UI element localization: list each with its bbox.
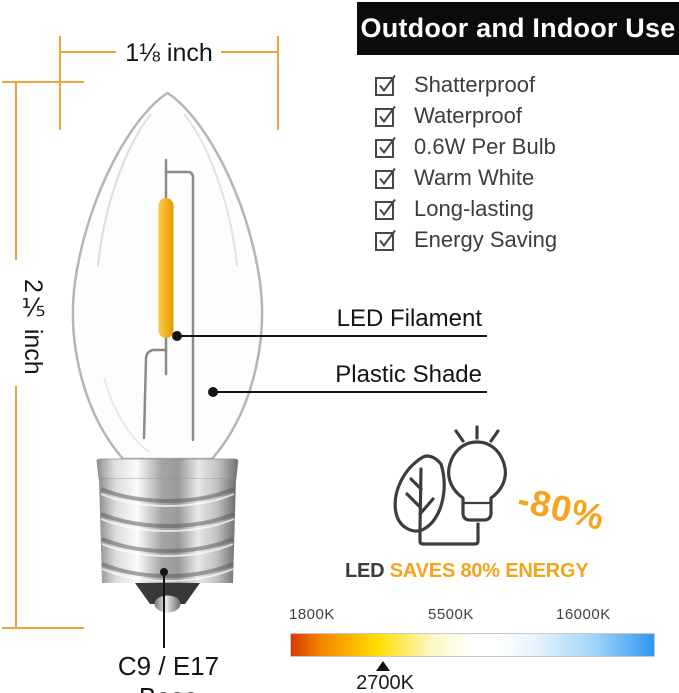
energy-saving-icon [393,425,507,546]
feature-label: Waterproof [414,102,523,128]
feature-item: Long-lasting [374,193,557,224]
checkbox-checked-icon [375,74,396,96]
filament-callout-line [177,335,487,337]
width-dimension-label: 1⅛ inch [125,39,213,67]
feature-item: Energy Saving [374,224,557,255]
kelvin-tick-5500: 5500K [428,606,474,623]
kelvin-tick-1800: 1800K [289,606,335,623]
kelvin-marker-arrow-icon [376,661,390,671]
feature-label: Warm White [414,164,535,190]
banner: Outdoor and Indoor Use [357,2,679,55]
bulb-illustration [71,91,264,613]
shade-callout-label: Plastic Shade [335,361,482,388]
energy-caption-highlight: SAVES 80% ENERGY [389,560,589,582]
feature-label: Shatterproof [414,71,536,97]
feature-item: Waterproof [374,100,557,131]
kelvin-tick-16000: 16000K [556,606,611,623]
feature-label: Energy Saving [414,226,558,252]
checkbox-checked-icon [375,136,396,158]
checkbox-checked-icon [375,229,396,251]
feature-item: Shatterproof [374,69,557,100]
base-callout-line [163,572,165,648]
kelvin-gradient-bar [290,633,655,657]
width-dim-right-bar [277,36,279,130]
filament-callout-label: LED Filament [336,305,482,332]
height-dim-bottom-bar [2,627,84,629]
checkbox-checked-icon [375,167,396,189]
wire-line [418,522,480,546]
feature-list: Shatterproof Waterproof 0.6W Per Bulb Wa… [374,69,557,255]
height-dimension-label: 2⅕ inch [19,279,47,375]
checkbox-checked-icon [375,198,396,220]
leaf-icon [393,454,446,533]
width-dim-line-left [60,51,116,53]
width-dim-left-bar [59,36,61,130]
feature-item: 0.6W Per Bulb [374,131,557,162]
led-filament-assembly [142,158,195,442]
shade-callout-line [213,391,487,393]
led-filament-rod [158,198,174,338]
height-dim-top-bar [2,81,84,83]
bulb-icon [447,440,507,522]
banner-title: Outdoor and Indoor Use [360,13,676,43]
checkbox-checked-icon [375,105,396,127]
width-dim-line-right [221,51,278,53]
energy-caption-prefix: LED [345,560,390,582]
height-dim-line-top [15,82,17,260]
e17-screw-base [96,458,239,613]
base-callout-label: C9 / E17 Base [117,651,220,693]
feature-item: Warm White [374,162,557,193]
feature-label: Long-lasting [414,195,534,221]
height-dim-line-bottom [15,386,17,628]
feature-label: 0.6W Per Bulb [414,133,556,159]
kelvin-marker-label: 2700K [356,672,414,693]
light-rays-icon [454,425,500,443]
energy-caption: LED SAVES 80% ENERGY [345,560,589,583]
